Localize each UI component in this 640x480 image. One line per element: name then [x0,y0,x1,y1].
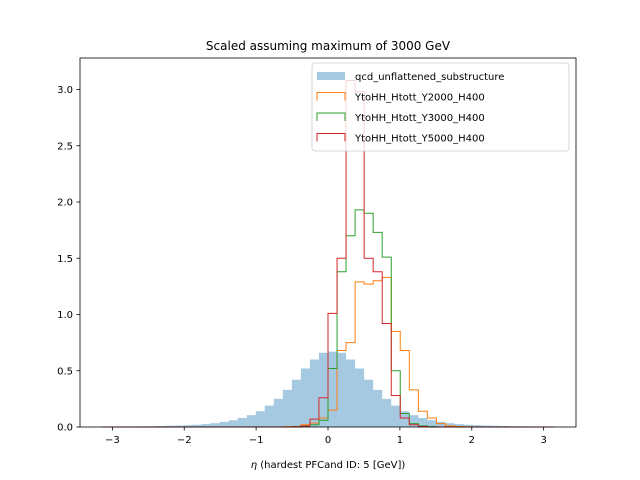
bar-qcd_unflattened_substructure-35 [418,418,428,427]
x-axis-label-text: (hardest PFCand ID: 5 [GeV]) [257,460,405,471]
bar-qcd_unflattened_substructure-9 [183,425,193,427]
legend-swatch-YtoHH_Htott_Y3000_H400 [316,112,346,121]
bar-qcd_unflattened_substructure-13 [219,421,229,427]
bar-qcd_unflattened_substructure-18 [264,405,274,427]
legend-label-qcd_unflattened_substructure: qcd_unflattened_substructure [355,72,504,83]
bar-qcd_unflattened_substructure-32 [391,405,401,427]
bar-qcd_unflattened_substructure-24 [318,352,328,427]
bar-qcd_unflattened_substructure-23 [309,359,319,427]
legend-swatch-qcd_unflattened_substructure [317,72,345,80]
legend-label-YtoHH_Htott_Y5000_H400: YtoHH_Htott_Y5000_H400 [354,134,485,145]
bar-qcd_unflattened_substructure-37 [436,421,446,427]
bar-qcd_unflattened_substructure-39 [454,424,464,427]
y-tick-label: 3.0 [57,85,73,96]
y-tick-label: 2.0 [57,198,73,209]
legend-label-YtoHH_Htott_Y3000_H400: YtoHH_Htott_Y3000_H400 [354,113,485,124]
legend-swatch-YtoHH_Htott_Y5000_H400 [316,133,346,142]
bar-qcd_unflattened_substructure-30 [373,389,383,427]
bar-qcd_unflattened_substructure-22 [300,368,310,427]
chart-title: Scaled assuming maximum of 3000 GeV [206,39,451,53]
bar-qcd_unflattened_substructure-31 [382,398,392,427]
x-tick-label: −2 [177,435,192,446]
bar-qcd_unflattened_substructure-44 [499,425,509,427]
x-tick-label: 1 [397,435,403,446]
x-axis-label-symbol: η [251,460,257,471]
bar-qcd_unflattened_substructure-42 [481,425,491,427]
bar-qcd_unflattened_substructure-7 [165,425,175,427]
x-tick-label: −1 [249,435,264,446]
bar-qcd_unflattened_substructure-20 [282,389,292,427]
bar-qcd_unflattened_substructure-43 [490,425,500,427]
bar-qcd_unflattened_substructure-27 [346,359,356,427]
y-tick-label: 0.5 [57,366,73,377]
bar-qcd_unflattened_substructure-33 [400,411,410,427]
bar-qcd_unflattened_substructure-21 [291,379,301,427]
legend-box [311,62,570,152]
bar-qcd_unflattened_substructure-8 [174,425,184,427]
bar-qcd_unflattened_substructure-29 [364,379,374,427]
bar-qcd_unflattened_substructure-17 [255,411,265,427]
x-tick-label: 0 [325,435,331,446]
bar-qcd_unflattened_substructure-11 [201,424,211,427]
legend: qcd_unflattened_substructure YtoHH_Htott_… [311,62,570,152]
bar-qcd_unflattened_substructure-16 [246,415,256,427]
bar-qcd_unflattened_substructure-36 [427,420,437,427]
bar-qcd_unflattened_substructure-12 [210,423,220,427]
x-axis-label: η (hardest PFCand ID: 5 [GeV]) [251,460,406,471]
legend-label-YtoHH_Htott_Y2000_H400: YtoHH_Htott_Y2000_H400 [354,93,485,104]
bar-qcd_unflattened_substructure-34 [409,415,419,427]
bar-qcd_unflattened_substructure-25 [328,351,338,427]
bar-qcd_unflattened_substructure-38 [445,423,455,427]
bar-qcd_unflattened_substructure-19 [273,398,283,427]
bar-qcd_unflattened_substructure-15 [237,418,247,427]
y-tick-label: 1.5 [57,254,73,265]
bar-qcd_unflattened_substructure-40 [463,424,473,427]
bar-qcd_unflattened_substructure-6 [156,425,166,427]
bar-qcd_unflattened_substructure-41 [472,425,482,427]
bar-qcd_unflattened_substructure-28 [355,368,365,427]
x-tick-label: −3 [105,435,120,446]
axes: −3 −2 −1 0 1 2 3 0.0 0.5 1.0 1.5 2.0 2.5 3.0 [57,57,577,446]
x-tick-label: 3 [540,435,546,446]
bar-qcd_unflattened_substructure-10 [192,424,202,427]
bar-qcd_unflattened_substructure-26 [337,352,347,427]
y-tick-label: 2.5 [57,141,73,152]
legend-swatch-YtoHH_Htott_Y2000_H400 [316,92,346,101]
y-tick-label: 1.0 [57,310,73,321]
bar-qcd_unflattened_substructure-14 [228,420,238,427]
x-tick-label: 2 [469,435,475,446]
y-tick-label: 0.0 [57,423,73,434]
